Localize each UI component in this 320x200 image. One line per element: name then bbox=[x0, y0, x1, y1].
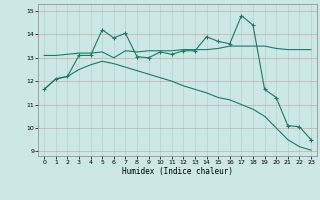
X-axis label: Humidex (Indice chaleur): Humidex (Indice chaleur) bbox=[122, 167, 233, 176]
